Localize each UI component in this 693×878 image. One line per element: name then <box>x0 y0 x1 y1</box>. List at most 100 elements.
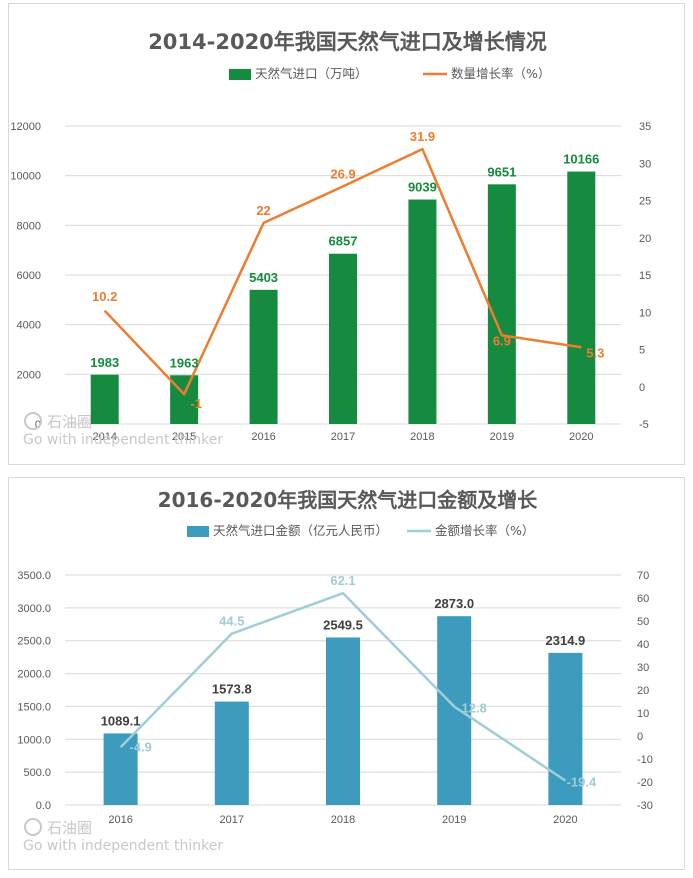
y-left-tick-label: 500.0 <box>23 767 51 779</box>
chart-title: 2014-2020年我国天然气进口及增长情况 <box>148 30 547 54</box>
bar-data-label: 6857 <box>329 234 358 249</box>
line-data-label: 5.3 <box>586 345 604 360</box>
bar-data-label: 2549.5 <box>323 617 363 632</box>
growth-rate-line <box>119 591 567 782</box>
x-tick-label: 2014 <box>92 431 116 443</box>
bar-data-label: 2873.0 <box>434 596 474 611</box>
bar <box>567 171 596 424</box>
chart-panel-import-value: 2016-2020年我国天然气进口金额及增长天然气进口金额（亿元人民币） 金额增长… <box>8 477 685 870</box>
x-tick-label: 2018 <box>331 814 355 826</box>
x-tick-label: 2018 <box>410 431 434 443</box>
bar <box>329 253 357 424</box>
y-left-tick-label: 1000.0 <box>17 734 51 746</box>
bar <box>437 616 472 805</box>
line-data-label: -19.4 <box>567 775 597 790</box>
line-data-label: -4.9 <box>129 739 151 754</box>
chart-panel-import-volume: 2014-2020年我国天然气进口及增长情况天然气进口（万吨） 数量增长率（%） 0… <box>8 3 685 465</box>
y-left-tick-label: 3000.0 <box>17 603 51 615</box>
watermark-logo-icon <box>24 412 42 430</box>
legend-bar-swatch <box>187 526 209 537</box>
line-data-label: 6.9 <box>493 333 511 348</box>
watermark-brand: 石油圈 <box>47 413 92 431</box>
y-right-tick-label: 30 <box>637 662 649 674</box>
x-tick-label: 2016 <box>108 814 132 826</box>
bar-data-label: 1089.1 <box>101 713 141 728</box>
y-right-tick-label: 10 <box>639 307 651 319</box>
bar <box>249 289 278 424</box>
y-left-tick-label: 0.0 <box>36 800 51 812</box>
bar-data-label: 5403 <box>249 270 278 285</box>
line-data-label: 22 <box>256 203 270 218</box>
y-left-tick-label: 2000 <box>17 369 41 381</box>
legend-line-label: 金额增长率（%） <box>435 523 534 538</box>
bar-data-label: 10166 <box>563 152 599 167</box>
chart-title: 2016-2020年我国天然气进口金额及增长 <box>158 488 539 512</box>
legend-bar-swatch <box>229 69 251 80</box>
bar-data-label: 9651 <box>487 164 516 179</box>
bar-data-label: 1573.8 <box>212 682 252 697</box>
y-right-tick-label: 60 <box>637 593 649 605</box>
bar <box>326 637 360 805</box>
x-tick-label: 2017 <box>220 814 244 826</box>
y-right-tick-label: 5 <box>639 345 645 357</box>
bar-data-label: 9039 <box>408 180 437 195</box>
x-tick-label: 2019 <box>490 431 514 443</box>
y-right-tick-label: 25 <box>639 196 651 208</box>
y-right-tick-label: 15 <box>639 270 651 282</box>
y-right-tick-label: 20 <box>637 685 649 697</box>
bar <box>90 374 119 424</box>
bar <box>103 733 138 805</box>
legend-bar-label: 天然气进口金额（亿元人民币） <box>213 523 388 538</box>
y-right-tick-label: 20 <box>639 233 651 245</box>
watermark-brand: 石油圈 <box>47 819 92 837</box>
y-right-tick-label: 0 <box>639 382 645 394</box>
y-right-tick-label: 30 <box>639 158 651 170</box>
bar-data-label: 2314.9 <box>546 633 586 648</box>
y-left-tick-label: 2000.0 <box>17 669 51 681</box>
y-left-tick-label: 4000 <box>17 320 41 332</box>
y-right-tick-label: -5 <box>639 419 649 431</box>
line-data-label: 44.5 <box>219 614 244 629</box>
x-tick-label: 2017 <box>331 431 355 443</box>
y-left-tick-label: 10000 <box>10 171 41 183</box>
line-data-label: 26.9 <box>330 166 355 181</box>
bar-data-label: 1983 <box>90 355 119 370</box>
y-right-tick-label: -10 <box>637 754 653 766</box>
bar <box>408 199 437 424</box>
x-tick-label: 2015 <box>172 431 196 443</box>
x-tick-label: 2019 <box>442 814 466 826</box>
y-left-tick-label: 2500.0 <box>17 636 51 648</box>
line-data-label: 31.9 <box>410 129 435 144</box>
y-right-tick-label: -30 <box>637 800 653 812</box>
y-right-tick-label: 35 <box>639 121 651 133</box>
y-right-tick-label: 50 <box>637 616 649 628</box>
y-right-tick-label: 0 <box>637 731 643 743</box>
watermark-logo-icon <box>24 818 42 836</box>
y-left-tick-label: 12000 <box>10 121 41 133</box>
line-data-label: 10.2 <box>92 289 117 304</box>
y-left-tick-label: 0 <box>35 419 41 431</box>
y-right-tick-label: 70 <box>637 570 649 582</box>
y-left-tick-label: 3500.0 <box>17 570 51 582</box>
growth-rate-line <box>103 147 582 396</box>
watermark-slogan: Go with independent thinker <box>23 432 223 448</box>
y-left-tick-label: 8000 <box>17 220 41 232</box>
bar <box>214 701 249 805</box>
line-data-label: -1 <box>190 396 202 411</box>
line-data-label: 62.1 <box>330 573 355 588</box>
watermark-slogan: Go with independent thinker <box>23 838 223 854</box>
bar <box>487 184 516 424</box>
x-tick-label: 2016 <box>251 431 275 443</box>
bar-data-label: 1963 <box>170 355 199 370</box>
y-right-tick-label: 10 <box>637 708 649 720</box>
y-right-tick-label: 40 <box>637 639 649 651</box>
line-data-label: 12.8 <box>462 701 487 716</box>
legend-bar-label: 天然气进口（万吨） <box>255 66 368 81</box>
y-left-tick-label: 1500.0 <box>17 701 51 713</box>
legend-line-label: 数量增长率（%） <box>451 66 550 81</box>
x-tick-label: 2020 <box>553 814 577 826</box>
y-right-tick-label: -20 <box>637 777 653 789</box>
x-tick-label: 2020 <box>569 431 593 443</box>
